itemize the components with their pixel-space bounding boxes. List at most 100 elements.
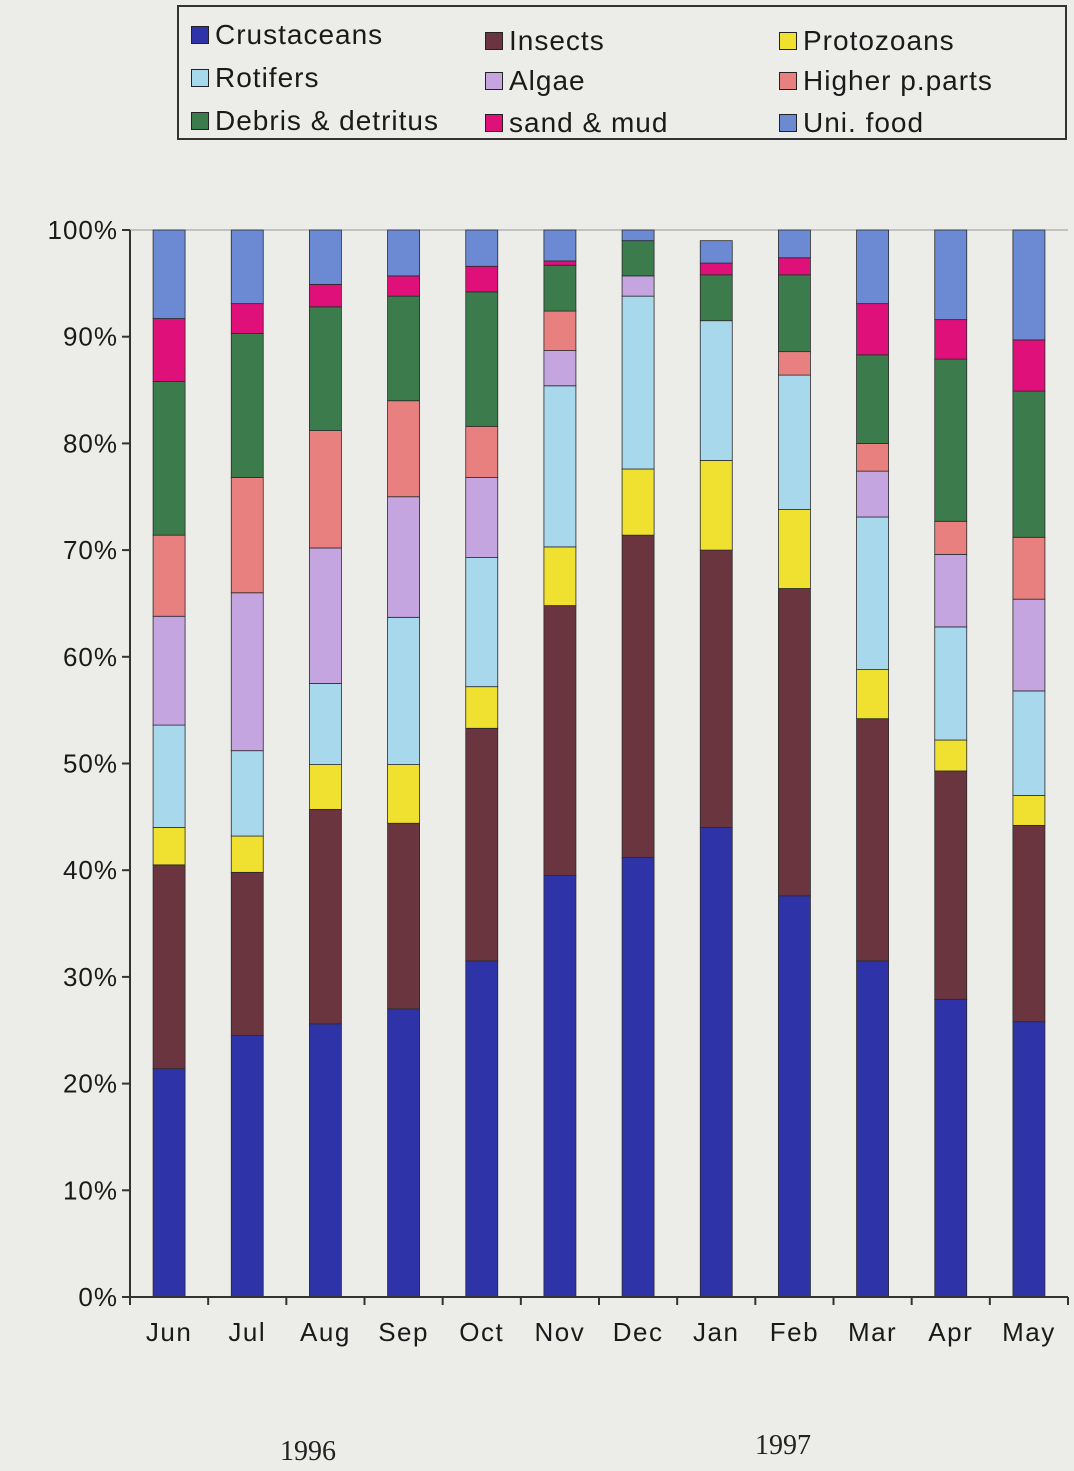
bar-segment	[856, 669, 889, 720]
legend-swatch	[779, 72, 797, 90]
bar-segment	[230, 592, 264, 752]
bar-segment	[934, 739, 968, 772]
bar-segment	[778, 274, 811, 353]
legend-swatch	[485, 114, 503, 132]
bar-stack-dec	[621, 229, 655, 1298]
bar-segment	[309, 284, 342, 308]
bar-segment	[621, 229, 655, 242]
bar-segment	[778, 588, 811, 897]
bar-stack-jan	[699, 240, 733, 1298]
y-tick-label: 10%	[63, 1175, 118, 1205]
bar-segment	[387, 496, 420, 618]
legend-item-debris: Debris & detritus	[191, 105, 439, 137]
bar-segment	[543, 264, 577, 312]
bar-segment	[230, 303, 264, 334]
bar-segment	[309, 547, 342, 684]
legend-label: Uni. food	[803, 107, 925, 138]
legend-item-higher-p-parts: Higher p.parts	[779, 65, 993, 97]
y-tick-label: 40%	[63, 855, 118, 885]
legend-item-protozoans: Protozoans	[779, 25, 955, 57]
bar-segment	[1012, 1021, 1046, 1298]
y-tick-label: 100%	[48, 215, 119, 245]
bar-segment	[934, 319, 968, 360]
x-tick-label: Apr	[928, 1317, 973, 1347]
bar-stack-jul	[230, 229, 264, 1298]
x-tick-label: Feb	[770, 1317, 819, 1347]
bar-stack-oct	[465, 229, 499, 1298]
bar-stack-apr	[934, 229, 968, 1298]
bar-segment	[465, 425, 499, 478]
legend-swatch	[191, 112, 209, 130]
bar-segment	[934, 520, 968, 555]
bar-segment	[230, 750, 264, 837]
bar-segment	[465, 291, 499, 427]
bar-segment	[934, 358, 968, 522]
legend-label: sand & mud	[509, 107, 669, 138]
bar-segment	[230, 333, 264, 478]
legend-item-insects: Insects	[485, 25, 605, 57]
x-tick-label: Dec	[613, 1317, 664, 1347]
x-tick-label: Jun	[146, 1317, 192, 1347]
bar-segment	[387, 275, 420, 297]
bar-stack-feb	[778, 229, 811, 1298]
bar-segment	[309, 764, 342, 810]
bar-stack-jun	[152, 229, 186, 1298]
bar-segment	[387, 616, 420, 765]
legend-label: Rotifers	[215, 62, 320, 93]
bar-segment	[230, 229, 264, 305]
bar-segment	[387, 229, 420, 277]
bar-segment	[152, 724, 186, 828]
bar-segment	[621, 240, 655, 277]
bar-stack-sep	[387, 229, 420, 1298]
bar-segment	[778, 257, 811, 276]
bar-segment	[309, 430, 342, 549]
bar-segment	[699, 460, 733, 551]
x-tick-label: Jul	[228, 1317, 266, 1347]
bar-segment	[309, 229, 342, 285]
bar-segment	[152, 615, 186, 726]
legend-item-uni-food: Uni. food	[779, 107, 924, 139]
y-tick-label: 50%	[63, 749, 118, 779]
x-tick-label: May	[1002, 1317, 1056, 1347]
bar-segment	[465, 229, 499, 267]
legend-item-rotifers: Rotifers	[191, 62, 319, 94]
legend-label: Protozoans	[803, 25, 955, 56]
bar-segment	[230, 871, 264, 1036]
bar-segment	[934, 553, 968, 628]
bar-segment	[543, 546, 577, 606]
bar-segment	[230, 835, 264, 873]
bar-segment	[543, 260, 577, 266]
bar-segment	[1012, 536, 1046, 600]
bar-segment	[934, 998, 968, 1298]
bar-segment	[621, 295, 655, 470]
bar-segment	[230, 1035, 264, 1298]
bar-segment	[856, 470, 889, 518]
bar-segment	[699, 549, 733, 828]
bar-segment	[465, 686, 499, 729]
bar-segment	[465, 727, 499, 962]
bar-segment	[856, 718, 889, 962]
bar-segment	[699, 262, 733, 276]
x-tick-label: Oct	[459, 1317, 504, 1347]
bar-segment	[856, 516, 889, 671]
bar-segment	[856, 354, 889, 444]
bar-segment	[934, 770, 968, 1000]
legend-item-sand-mud: sand & mud	[485, 107, 668, 139]
bar-segment	[621, 275, 655, 297]
bar-segment	[465, 557, 499, 688]
bar-segment	[1012, 390, 1046, 538]
bar-segment	[309, 683, 342, 765]
bar-segment	[152, 534, 186, 617]
bar-segment	[465, 960, 499, 1298]
bar-segment	[699, 827, 733, 1298]
bar-segment	[856, 229, 889, 305]
bar-segment	[621, 468, 655, 536]
bar-segment	[621, 534, 655, 858]
legend-item-crustaceans: Crustaceans	[191, 19, 383, 51]
bar-segment	[699, 240, 733, 264]
bar-segment	[465, 477, 499, 558]
bar-segment	[1012, 229, 1046, 341]
bar-segment	[856, 303, 889, 356]
axes: 0% 10% 20% 30% 40% 50% 60% 70% 80% 90% 100% Jun Jul A…	[48, 215, 1069, 1347]
